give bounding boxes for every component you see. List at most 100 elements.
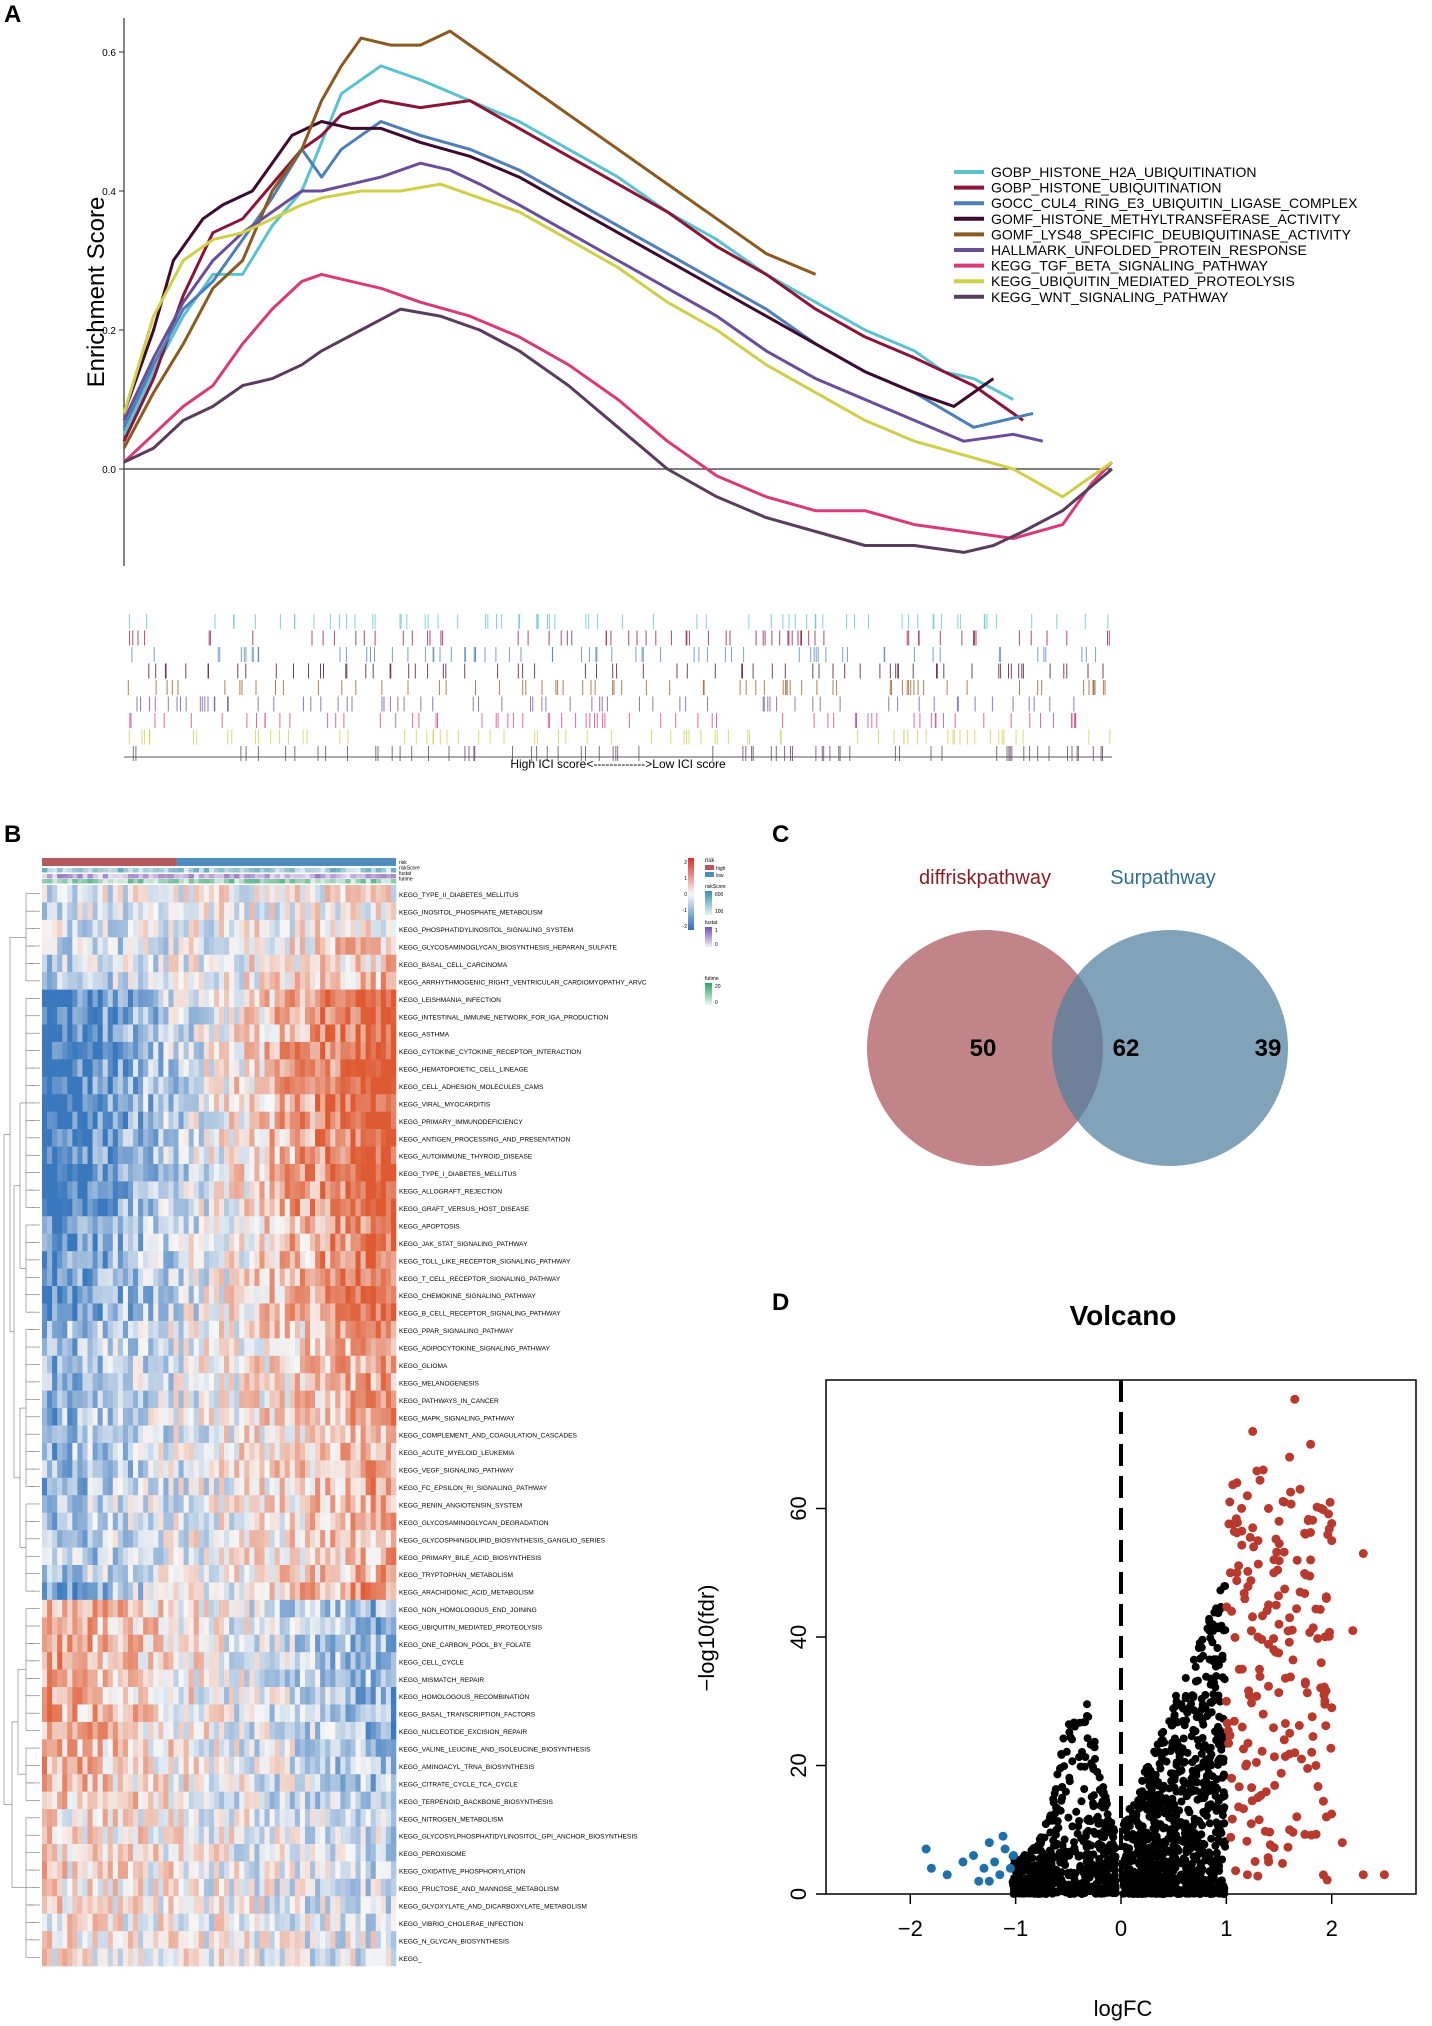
heatmap-cell — [320, 1216, 326, 1235]
heatmap-cell — [163, 1460, 169, 1479]
heatmap-cell — [102, 1669, 109, 1688]
heatmap-cell — [133, 1024, 139, 1043]
heatmap-cell — [380, 1425, 387, 1444]
heatmap-cell — [289, 1163, 296, 1182]
heatmap-cell — [360, 1791, 366, 1810]
heatmap-cell — [42, 1373, 48, 1391]
heatmap-cell — [239, 1669, 245, 1688]
heatmap-cell — [264, 1251, 270, 1269]
heatmap-cell — [163, 919, 169, 938]
heatmap-cell — [42, 1564, 48, 1583]
heatmap-cell — [47, 1687, 53, 1705]
heatmap-cell — [239, 954, 245, 973]
heatmap-cell — [52, 1843, 58, 1862]
heatmap-cell — [122, 1669, 129, 1688]
heatmap-cell — [107, 1669, 114, 1688]
heatmap-cell — [52, 1704, 58, 1723]
heatmap-cell — [47, 1425, 53, 1444]
heatmap-cell — [224, 1425, 230, 1444]
heatmap-cell — [375, 1460, 382, 1479]
heatmap-cell — [158, 1198, 164, 1217]
heatmap-cell — [143, 1809, 149, 1827]
heatmap-cell — [254, 1547, 260, 1566]
heatmap-cell — [188, 989, 195, 1008]
heatmap-cell — [224, 989, 230, 1008]
heatmap-cell — [52, 937, 58, 956]
heatmap-cell — [310, 1582, 316, 1601]
heatmap-cell — [304, 1286, 311, 1304]
heatmap-cell — [148, 989, 154, 1008]
heatmap-cell — [299, 1094, 306, 1112]
heatmap-cell — [203, 1634, 210, 1653]
heatmap-cell — [355, 1146, 361, 1165]
heatmap-cell — [284, 1495, 291, 1513]
heatmap-cell — [279, 1024, 286, 1043]
heatmap-cell — [320, 1320, 326, 1339]
heatmap-cell — [158, 885, 164, 903]
heatmap-cell — [234, 1582, 240, 1601]
heatmap-cell — [77, 1355, 83, 1374]
heatmap-cell — [47, 954, 53, 973]
annotation-track-cell — [42, 879, 48, 884]
heatmap-cell — [117, 1826, 124, 1845]
heatmap-cell — [82, 1530, 88, 1548]
heatmap-cell — [178, 1826, 184, 1845]
heatmap-cell — [315, 989, 321, 1008]
heatmap-cell — [102, 1512, 109, 1531]
heatmap-cell — [143, 972, 149, 990]
heatmap-cell — [127, 1286, 134, 1304]
heatmap-cell — [279, 1216, 286, 1235]
heatmap-cell — [107, 1129, 114, 1147]
heatmap-cell — [173, 1007, 179, 1025]
heatmap-cell — [203, 1495, 210, 1513]
heatmap-cell — [127, 1355, 134, 1374]
heatmap-cell — [274, 1634, 280, 1653]
heatmap-cell — [203, 1460, 210, 1479]
heatmap-cell — [284, 885, 291, 903]
annotation-track-cell — [315, 879, 321, 884]
heatmap-cell — [274, 1251, 280, 1269]
heatmap-cell — [315, 1809, 321, 1827]
heatmap-cell — [355, 1477, 361, 1496]
heatmap-cell — [345, 1233, 351, 1252]
panel-label-d: D — [772, 1289, 789, 1316]
heatmap-cell — [163, 1634, 169, 1653]
heatmap-cell — [299, 1408, 306, 1426]
heatmap-cell — [269, 1843, 275, 1862]
heatmap-cell — [350, 1146, 356, 1165]
heatmap-cell — [254, 1303, 260, 1322]
heatmap-cell — [269, 1721, 275, 1740]
heatmap-cell — [249, 1408, 255, 1426]
heatmap-cell — [127, 1163, 134, 1182]
heatmap-cell — [82, 1251, 88, 1269]
heatmap-cell — [375, 1059, 382, 1078]
heatmap-cell — [360, 1373, 366, 1391]
heatmap-cell — [173, 902, 179, 921]
heatmap-cell — [229, 1791, 235, 1810]
gsea-legend-label-kegg-tgf-beta-signaling-pathway: KEGG_TGF_BETA_SIGNALING_PATHWAY — [991, 258, 1269, 274]
heatmap-cell — [385, 1129, 392, 1147]
heatmap-cell — [173, 1442, 179, 1461]
annotation-track-cell — [375, 874, 382, 879]
heatmap-cell — [264, 1512, 270, 1531]
heatmap-cell — [92, 1076, 98, 1095]
annotation-track-cell — [138, 874, 144, 879]
heatmap-cell — [224, 1477, 230, 1496]
heatmap-cell — [370, 1634, 377, 1653]
heatmap-cell — [92, 1024, 98, 1043]
heatmap-cell — [229, 1599, 235, 1618]
heatmap-cell — [133, 954, 139, 973]
heatmap-cell — [375, 1233, 382, 1252]
heatmap-cell — [153, 1216, 159, 1235]
heatmap-cell — [370, 1425, 377, 1444]
heatmap-cell — [122, 902, 129, 921]
heatmap-cell — [97, 1129, 103, 1147]
annotation-track-cell — [385, 879, 392, 884]
heatmap-cell — [97, 1355, 103, 1374]
heatmap-cell — [97, 902, 103, 921]
heatmap-cell — [153, 885, 159, 903]
heatmap-cell — [117, 1181, 124, 1200]
heatmap-cell — [244, 1756, 250, 1775]
heatmap-cell — [244, 1390, 250, 1409]
heatmap-cell — [138, 1809, 144, 1827]
